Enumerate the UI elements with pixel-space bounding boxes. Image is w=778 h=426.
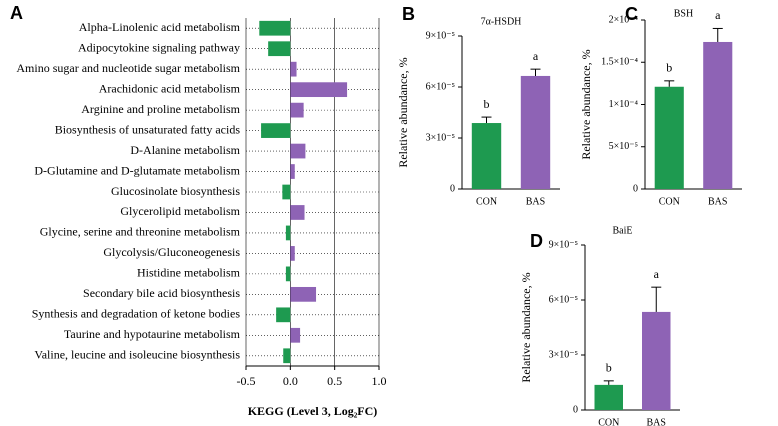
significance-letter: a: [715, 8, 721, 22]
y-tick-label: 9×10⁻⁵: [426, 30, 455, 41]
bar: [654, 86, 684, 189]
panel-letter: B: [402, 4, 415, 24]
x-tick-label: CON: [659, 196, 680, 207]
chart-title: BaiE: [613, 225, 633, 236]
category-label: Secondary bile acid biosynthesis: [83, 286, 240, 300]
category-label: Glycerolipid metabolism: [120, 204, 240, 218]
y-tick-label: 6×10⁻⁵: [549, 294, 578, 305]
category-label: Amino sugar and nucleotide sugar metabol…: [16, 61, 240, 75]
category-label: Taurine and hypotaurine metabolism: [64, 327, 241, 341]
category-label: Glucosinolate biosynthesis: [111, 184, 240, 198]
bar: [290, 164, 295, 179]
category-label: Alpha-Linolenic acid metabolism: [79, 20, 241, 34]
category-label: D-Glutamine and D-glutamate metabolism: [34, 163, 240, 177]
x-axis-label: KEGG (Level 3, Log₂FC): [248, 404, 378, 418]
bar: [703, 41, 733, 189]
x-tick-label: BAS: [647, 417, 666, 426]
bar: [520, 75, 551, 189]
significance-letter: b: [606, 361, 612, 375]
x-tick-label: CON: [598, 417, 619, 426]
bar: [290, 205, 305, 220]
significance-letter: b: [484, 97, 490, 111]
bar: [259, 20, 291, 36]
y-tick-label: 0: [450, 183, 455, 194]
y-tick-label: 2×10⁻⁴: [609, 14, 639, 25]
bar: [290, 82, 348, 98]
bar: [290, 286, 317, 302]
category-label: Valine, leucine and isoleucine biosynthe…: [34, 348, 240, 362]
bar: [594, 384, 623, 410]
y-tick-label: 1×10⁻⁴: [609, 99, 639, 110]
bar: [290, 246, 295, 261]
bar: [268, 41, 291, 57]
category-label: Arachidonic acid metabolism: [99, 81, 241, 95]
category-label: Adipocytokine signaling pathway: [78, 40, 240, 54]
y-tick-label: 0: [633, 183, 638, 194]
category-label: Glycine, serine and threonine metabolism: [40, 225, 241, 239]
bar: [290, 102, 304, 118]
bar: [285, 225, 291, 241]
y-axis-label: Relative abundance, %: [579, 49, 593, 159]
bar: [283, 348, 291, 364]
panel-letter: C: [625, 4, 638, 24]
x-tick-label: 0.5: [327, 374, 342, 388]
category-label: Biosynthesis of unsaturated fatty acids: [55, 122, 241, 136]
bar: [642, 311, 671, 410]
y-axis-label: Relative abundance, %: [519, 272, 533, 382]
y-tick-label: 6×10⁻⁵: [426, 81, 455, 92]
bar: [282, 184, 291, 200]
category-label: Arginine and proline metabolism: [81, 102, 240, 116]
y-tick-label: 9×10⁻⁵: [549, 239, 578, 250]
bar: [290, 327, 301, 343]
bar: [290, 143, 306, 159]
bar: [471, 123, 502, 189]
significance-letter: a: [654, 267, 660, 281]
panel-letter: D: [530, 231, 543, 251]
y-tick-label: 0: [573, 404, 578, 415]
y-tick-label: 1.5×10⁻⁴: [601, 57, 638, 68]
y-tick-label: 3×10⁻⁵: [426, 132, 455, 143]
x-tick-label: BAS: [526, 196, 545, 207]
x-tick-label: CON: [476, 196, 497, 207]
significance-letter: a: [533, 49, 539, 63]
significance-letter: b: [666, 61, 672, 75]
bar: [276, 307, 291, 323]
panel-letter: A: [10, 3, 23, 23]
category-label: Histidine metabolism: [137, 266, 241, 280]
y-tick-label: 3×10⁻⁵: [549, 349, 578, 360]
bar: [290, 61, 297, 77]
x-tick-label: BAS: [708, 196, 727, 207]
x-tick-label: 0.0: [283, 374, 298, 388]
x-tick-label: -0.5: [237, 374, 256, 388]
category-label: Synthesis and degradation of ketone bodi…: [32, 307, 241, 321]
bar: [285, 266, 291, 282]
category-label: Glycolysis/Gluconeogenesis: [103, 245, 240, 259]
bar: [261, 123, 291, 138]
category-label: D-Alanine metabolism: [130, 143, 240, 157]
x-tick-label: 1.0: [372, 374, 387, 388]
y-tick-label: 5×10⁻⁵: [609, 141, 638, 152]
chart-title: 7α-HSDH: [481, 16, 522, 27]
y-axis-label: Relative abundance, %: [396, 57, 410, 167]
chart-title: BSH: [674, 8, 693, 19]
